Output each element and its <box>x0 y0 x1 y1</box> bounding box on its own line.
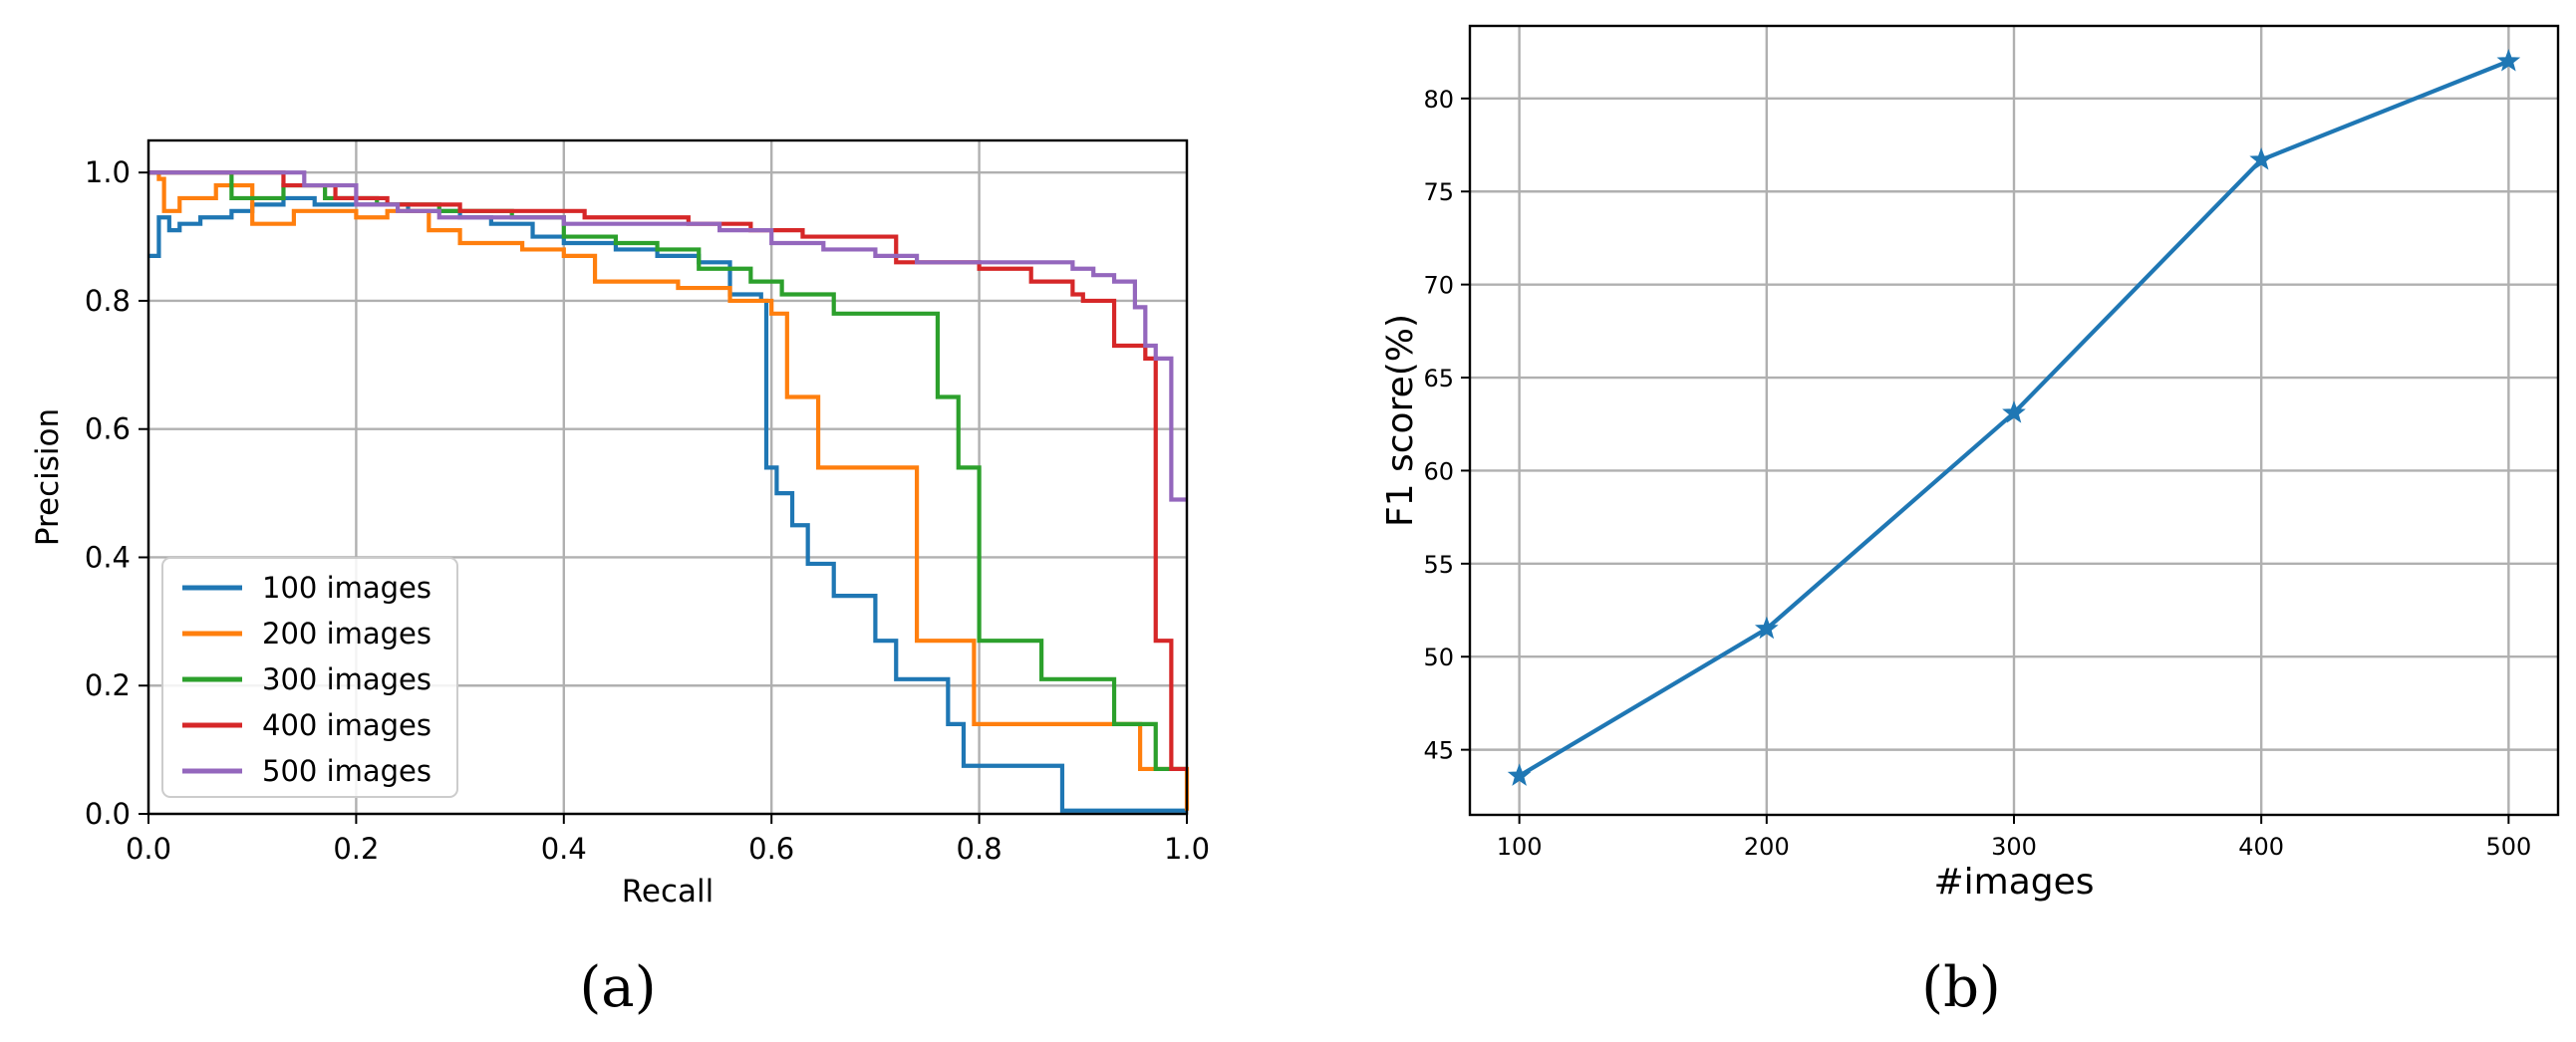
y-tick-label: 45 <box>1423 737 1454 765</box>
legend-label: 100 images <box>262 571 431 605</box>
caption-a: (a) <box>579 955 656 1020</box>
x-tick-label: 300 <box>1991 833 2037 861</box>
y-tick-label: 0.6 <box>85 412 131 446</box>
x-tick-label: 400 <box>2238 833 2284 861</box>
legend-label: 400 images <box>262 708 431 742</box>
grid-b <box>1470 26 2558 815</box>
x-tick-label: 1.0 <box>1164 832 1210 866</box>
precision-recall-chart: 0.0 0.2 0.4 0.6 0.8 1.0 0.0 0.2 0.4 0.6 0.8 1.0 Re… <box>30 138 1210 1020</box>
f1-series <box>1507 49 2521 786</box>
x-ticks-b: 100 200 300 400 500 <box>1497 815 2531 861</box>
x-tick-label: 0.2 <box>333 832 379 866</box>
f1-point-marker <box>2496 49 2521 72</box>
x-tick-label: 0.8 <box>957 832 1002 866</box>
y-ticks-a: 0.0 0.2 0.4 0.6 0.8 1.0 <box>85 155 148 831</box>
legend-label: 500 images <box>262 754 431 788</box>
x-axis-label-b: #images <box>1933 862 2094 903</box>
legend-label: 200 images <box>262 617 431 651</box>
x-tick-label: 0.0 <box>126 832 171 866</box>
y-tick-label: 0.4 <box>85 540 131 574</box>
y-tick-label: 0.2 <box>85 668 131 702</box>
y-tick-label: 70 <box>1423 272 1454 300</box>
plot-frame-a <box>146 138 1189 816</box>
y-tick-label: 75 <box>1423 178 1454 206</box>
y-tick-label: 65 <box>1423 365 1454 392</box>
y-tick-label: 50 <box>1423 644 1454 671</box>
legend: 100 images 200 images 300 images 400 images… <box>161 557 458 798</box>
y-axis-label-b: F1 score(%) <box>1380 314 1421 527</box>
y-tick-label: 60 <box>1423 457 1454 485</box>
f1-point-marker <box>1507 763 1532 786</box>
y-tick-label: 55 <box>1423 551 1454 579</box>
legend-label: 300 images <box>262 662 431 696</box>
x-tick-label: 100 <box>1497 833 1543 861</box>
x-tick-label: 0.6 <box>748 832 794 866</box>
x-axis-label-a: Recall <box>622 874 715 910</box>
x-ticks-a: 0.0 0.2 0.4 0.6 0.8 1.0 <box>126 814 1210 866</box>
f1-point-marker <box>1754 616 1779 640</box>
x-tick-label: 200 <box>1744 833 1790 861</box>
y-tick-label: 0.0 <box>85 797 131 831</box>
pr-curves <box>148 170 1190 813</box>
f1-score-chart: 100 200 300 400 500 45 50 55 60 65 70 75 80 #images… <box>1380 24 2560 1020</box>
y-tick-label: 0.8 <box>85 284 131 318</box>
y-tick-label: 1.0 <box>85 155 131 189</box>
series-line-5 <box>148 170 1187 502</box>
f1-point-marker <box>2249 147 2274 170</box>
f1-point-marker <box>2002 400 2026 423</box>
y-ticks-b: 45 50 55 60 65 70 75 80 <box>1423 86 1470 765</box>
x-tick-label: 0.4 <box>541 832 587 866</box>
series-line-2 <box>148 170 1190 811</box>
y-axis-label-a: Precision <box>30 408 66 546</box>
x-tick-label: 500 <box>2485 833 2531 861</box>
caption-b: (b) <box>1921 955 2001 1020</box>
legend-box <box>161 557 458 798</box>
y-tick-label: 80 <box>1423 86 1454 114</box>
series-line-1 <box>148 195 1187 813</box>
